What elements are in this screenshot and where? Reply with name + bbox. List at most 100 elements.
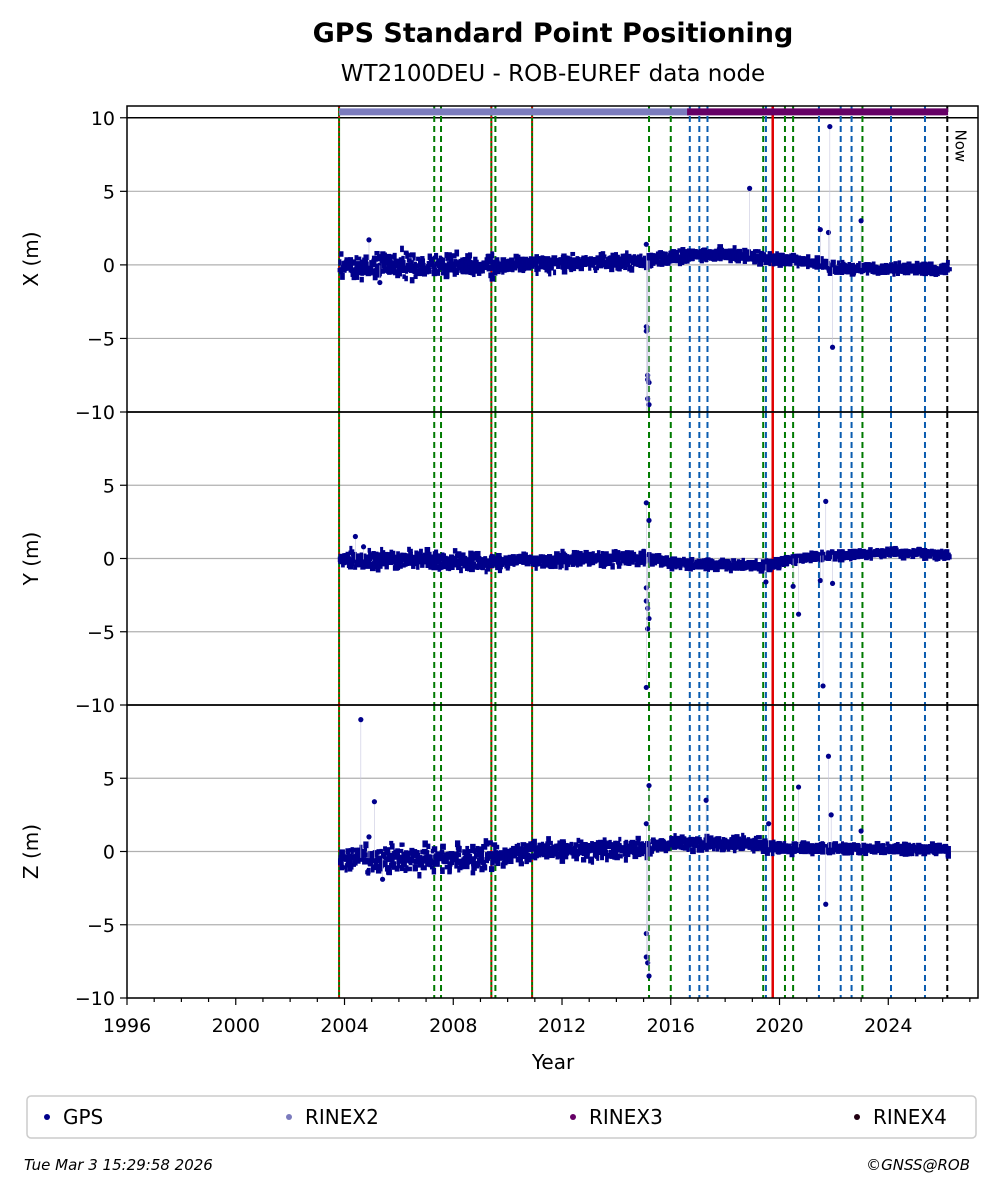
- gps-outlier: [763, 579, 769, 585]
- gps-point: [411, 564, 416, 569]
- legend-box: [26, 1095, 977, 1139]
- gps-point: [743, 563, 747, 571]
- gps-point: [553, 269, 557, 276]
- gps-point: [623, 856, 628, 863]
- gps-point: [342, 865, 346, 870]
- gps-point: [703, 565, 708, 572]
- gps-point: [605, 849, 609, 856]
- gps-point: [444, 864, 449, 870]
- gps-point: [382, 860, 388, 868]
- gps-point: [891, 263, 897, 270]
- gps-point: [417, 871, 422, 879]
- gps-point: [814, 255, 821, 260]
- gps-point: [446, 271, 450, 279]
- gps-point: [578, 551, 583, 556]
- y-tick-label: 5: [103, 475, 115, 497]
- x-tick-label: 2016: [647, 1015, 695, 1037]
- gps-point: [377, 270, 382, 278]
- gps-point: [538, 849, 544, 854]
- gps-point: [403, 561, 408, 567]
- gps-point: [399, 864, 404, 872]
- gps-point: [474, 853, 478, 859]
- gps-point: [790, 846, 795, 853]
- gps-point: [466, 557, 472, 562]
- gps-point: [399, 842, 405, 847]
- gps-point: [408, 548, 413, 553]
- gps-point: [534, 254, 539, 260]
- gps-point: [476, 269, 482, 276]
- gps-outlier: [643, 500, 649, 506]
- gps-point: [431, 563, 438, 571]
- gps-point: [500, 862, 506, 869]
- gps-point: [450, 253, 457, 259]
- legend: GPS RINEX2 RINEX3 RINEX4: [26, 1095, 977, 1139]
- gps-point: [366, 559, 370, 564]
- gps-outlier: [352, 533, 358, 540]
- gps-point: [392, 559, 397, 565]
- gps-point: [684, 565, 689, 571]
- gps-point: [635, 835, 641, 841]
- gps-point: [447, 252, 452, 259]
- gps-point: [398, 263, 404, 271]
- gps-point: [524, 555, 528, 563]
- gps-point: [495, 860, 501, 867]
- gps-point: [624, 839, 629, 846]
- y-tick-label: 0: [103, 842, 115, 864]
- gps-point: [409, 252, 416, 258]
- gps-point: [447, 263, 452, 271]
- legend-label-rinex3: RINEX3: [589, 1105, 663, 1129]
- x-axis: 1996 2000 2004 2008 2012 2016 2020 2024: [103, 998, 971, 1037]
- gps-point: [599, 554, 605, 560]
- gps-point: [372, 273, 378, 281]
- gps-point: [849, 842, 855, 848]
- gps-point: [416, 850, 420, 856]
- gps-point: [731, 255, 736, 262]
- gps-point: [574, 550, 580, 556]
- gps-point: [378, 855, 382, 862]
- gps-point: [520, 842, 527, 847]
- gps-point: [421, 865, 427, 871]
- gps-point: [642, 548, 646, 556]
- gps-point: [420, 562, 425, 568]
- gps-point: [783, 261, 787, 267]
- gps-point: [345, 848, 351, 855]
- gps-point: [359, 276, 364, 283]
- gps-point: [358, 554, 364, 561]
- gps-point: [368, 861, 374, 867]
- gps-point: [548, 846, 552, 852]
- gps-point: [452, 548, 458, 554]
- gps-point: [514, 843, 519, 849]
- gps-point: [570, 561, 576, 567]
- gps-point: [505, 858, 509, 865]
- gps-point: [428, 562, 433, 570]
- gps-point: [752, 847, 756, 854]
- gps-point: [344, 865, 348, 873]
- plot-area: 10 5 0 −5 −10 Now X (m) 5 0 −5 −10 Y (m) 5 0 −5 −10 Z (m…: [19, 105, 979, 1037]
- gps-point: [731, 558, 737, 563]
- gps-point: [364, 554, 368, 559]
- gps-point: [500, 257, 507, 264]
- gps-point: [413, 558, 419, 566]
- gps-point: [597, 263, 604, 269]
- gps-point: [390, 857, 395, 864]
- gps-point: [501, 561, 505, 567]
- gps-point: [373, 261, 377, 266]
- gps-point: [467, 562, 472, 569]
- gps-point: [548, 562, 555, 570]
- gps-point: [559, 839, 566, 844]
- gps-point: [380, 550, 386, 557]
- gps-point: [338, 855, 342, 862]
- gps-point: [564, 850, 570, 856]
- gps-point: [406, 559, 410, 566]
- gps-point: [447, 864, 452, 871]
- gps-point: [806, 256, 810, 262]
- gps-point: [614, 853, 620, 861]
- gps-point: [454, 861, 458, 869]
- gps-point: [732, 847, 737, 854]
- gps-point: [394, 865, 400, 872]
- gps-point: [594, 558, 598, 563]
- gps-point: [560, 852, 567, 860]
- gps-point: [461, 264, 466, 272]
- gps-point: [649, 846, 654, 853]
- gps-point: [448, 565, 452, 572]
